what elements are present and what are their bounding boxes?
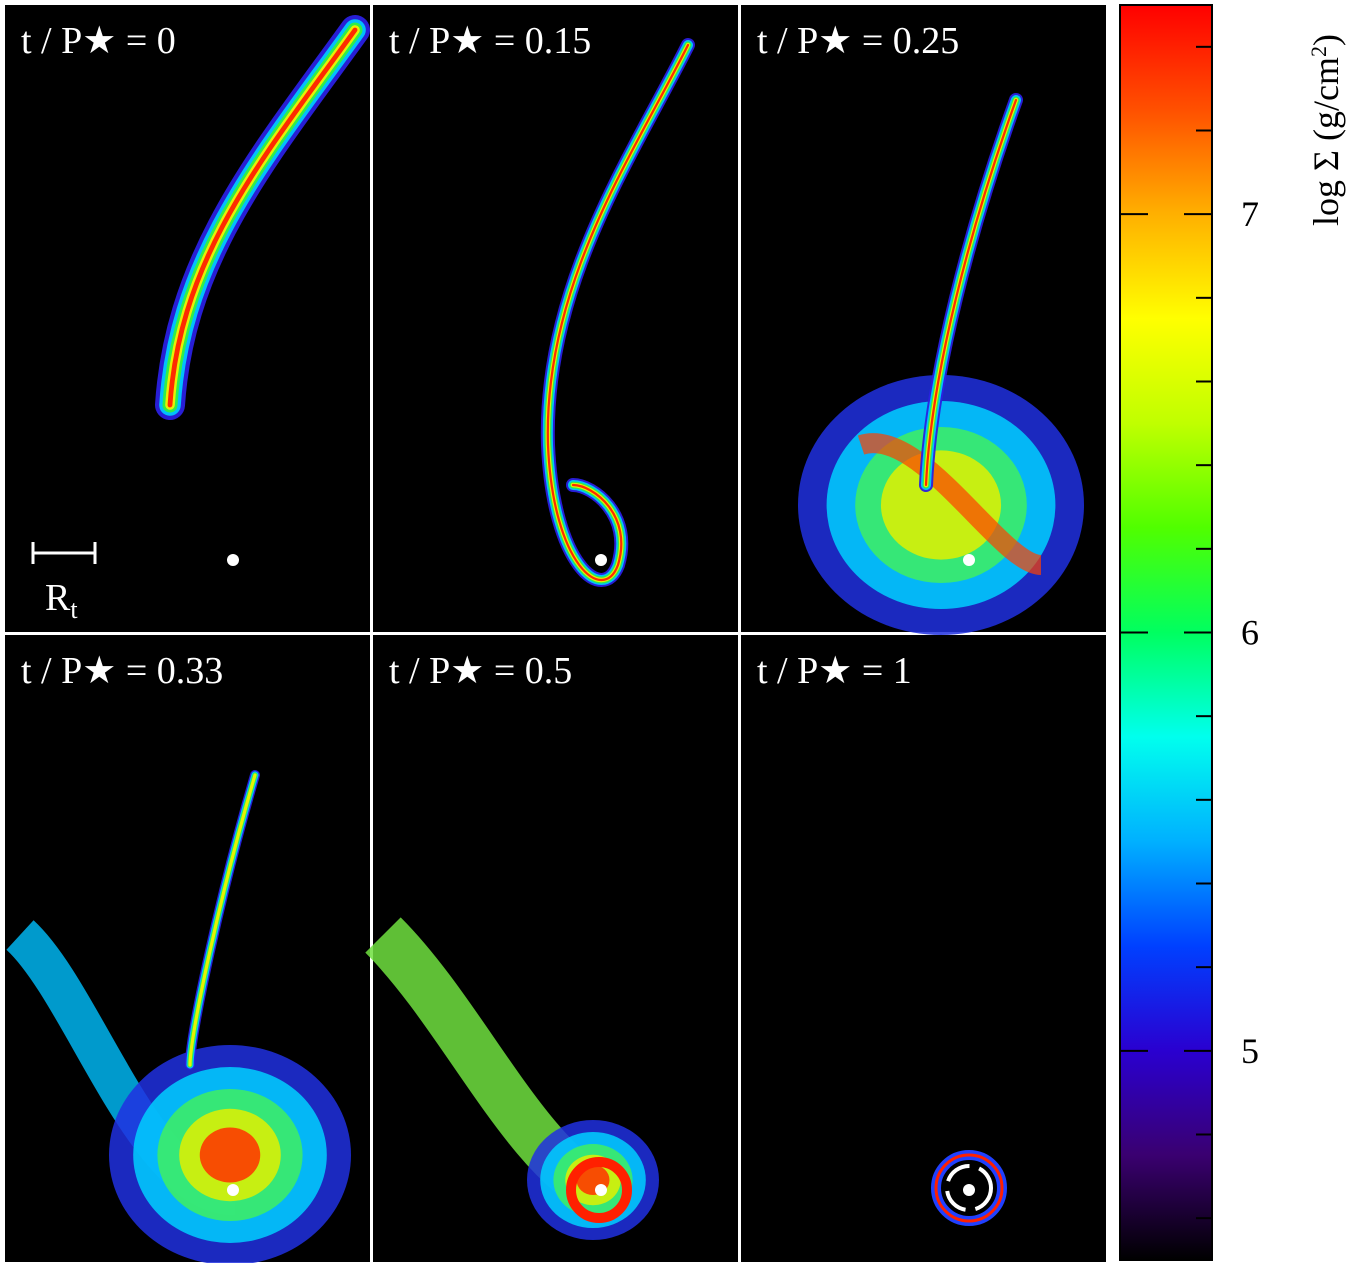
density-stream: [188, 773, 257, 1067]
colorbar-label: log Σ (g/cm2): [1306, 34, 1346, 226]
density-disk: [199, 1127, 261, 1183]
panel-bg: [741, 635, 1106, 1262]
scale-bar: [31, 542, 97, 564]
black-hole: [595, 1184, 607, 1196]
panel-title: t / P★ = 0.25: [757, 20, 959, 62]
panel-title: t / P★ = 0.33: [21, 650, 223, 692]
colorbar-tick-label: 5: [1241, 1031, 1259, 1071]
colorbar-label-sup: 2: [1306, 46, 1331, 57]
density-stream: [924, 98, 1018, 487]
density-ring: [934, 1153, 1004, 1223]
black-hole: [227, 1184, 239, 1196]
panel: t / P★ = 0.15: [373, 5, 738, 632]
panel-title: t / P★ = 0: [21, 20, 176, 62]
scale-bar-label: Rt: [45, 577, 78, 624]
panel-title: t / P★ = 1: [757, 650, 912, 692]
density-stream: [167, 27, 358, 408]
density-disk: [880, 450, 1002, 560]
density-ring: [566, 1157, 632, 1223]
black-hole: [595, 554, 607, 566]
colorbar-label-end: ): [1306, 34, 1346, 46]
colorbar-tick-label: 6: [1241, 613, 1259, 653]
panel: t / P★ = 0.25: [741, 5, 1106, 635]
black-hole: [963, 554, 975, 566]
panel-title: t / P★ = 0.5: [389, 650, 572, 692]
density-stream: [546, 43, 690, 582]
panel: t / P★ = 0.33: [5, 635, 370, 1263]
panel: t / P★ = 1: [741, 635, 1106, 1262]
dashed-ring: [945, 1164, 993, 1212]
scale-bar-label-main: R: [45, 577, 71, 619]
scale-bar-label-sub: t: [70, 595, 78, 624]
density-arm: [857, 433, 1043, 575]
panel-title: t / P★ = 0.15: [389, 20, 591, 62]
panel-bg: [373, 5, 738, 632]
colorbar-label-main: log Σ (g/cm: [1306, 57, 1346, 226]
black-hole: [227, 554, 239, 566]
colorbar-tick-label: 7: [1241, 194, 1259, 234]
panel: t / P★ = 0.5: [365, 635, 738, 1262]
panel: t / P★ = 0 Rt: [5, 5, 370, 632]
black-hole: [963, 1184, 975, 1196]
